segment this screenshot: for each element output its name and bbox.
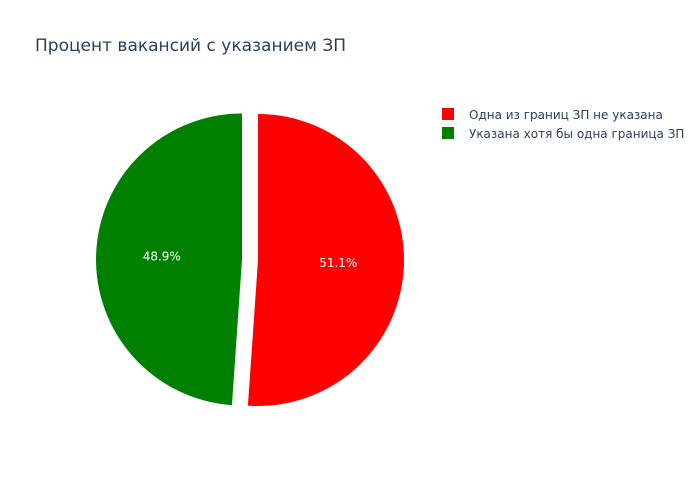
pie-slices — [96, 113, 404, 406]
legend-label-specified: Указана хотя бы одна граница ЗП — [469, 127, 684, 141]
pie-slice-not-specified[interactable] — [247, 114, 404, 406]
chart-title: Процент вакансий с указанием ЗП — [35, 36, 346, 56]
legend-swatch-red — [442, 108, 454, 120]
legend: Одна из границ ЗП не указана Указана хот… — [442, 108, 684, 141]
slice-label-specified: 48.9% — [143, 250, 181, 264]
slice-label-not-specified: 51.1% — [319, 256, 357, 270]
legend-label-not-specified: Одна из границ ЗП не указана — [469, 108, 663, 122]
legend-swatch-green — [442, 127, 454, 139]
pie-slice-labels: 51.1% 48.9% — [143, 250, 358, 270]
pie-slice-specified[interactable] — [96, 113, 243, 406]
legend-item-specified[interactable]: Указана хотя бы одна граница ЗП — [442, 127, 684, 141]
legend-item-not-specified[interactable]: Одна из границ ЗП не указана — [442, 108, 663, 122]
